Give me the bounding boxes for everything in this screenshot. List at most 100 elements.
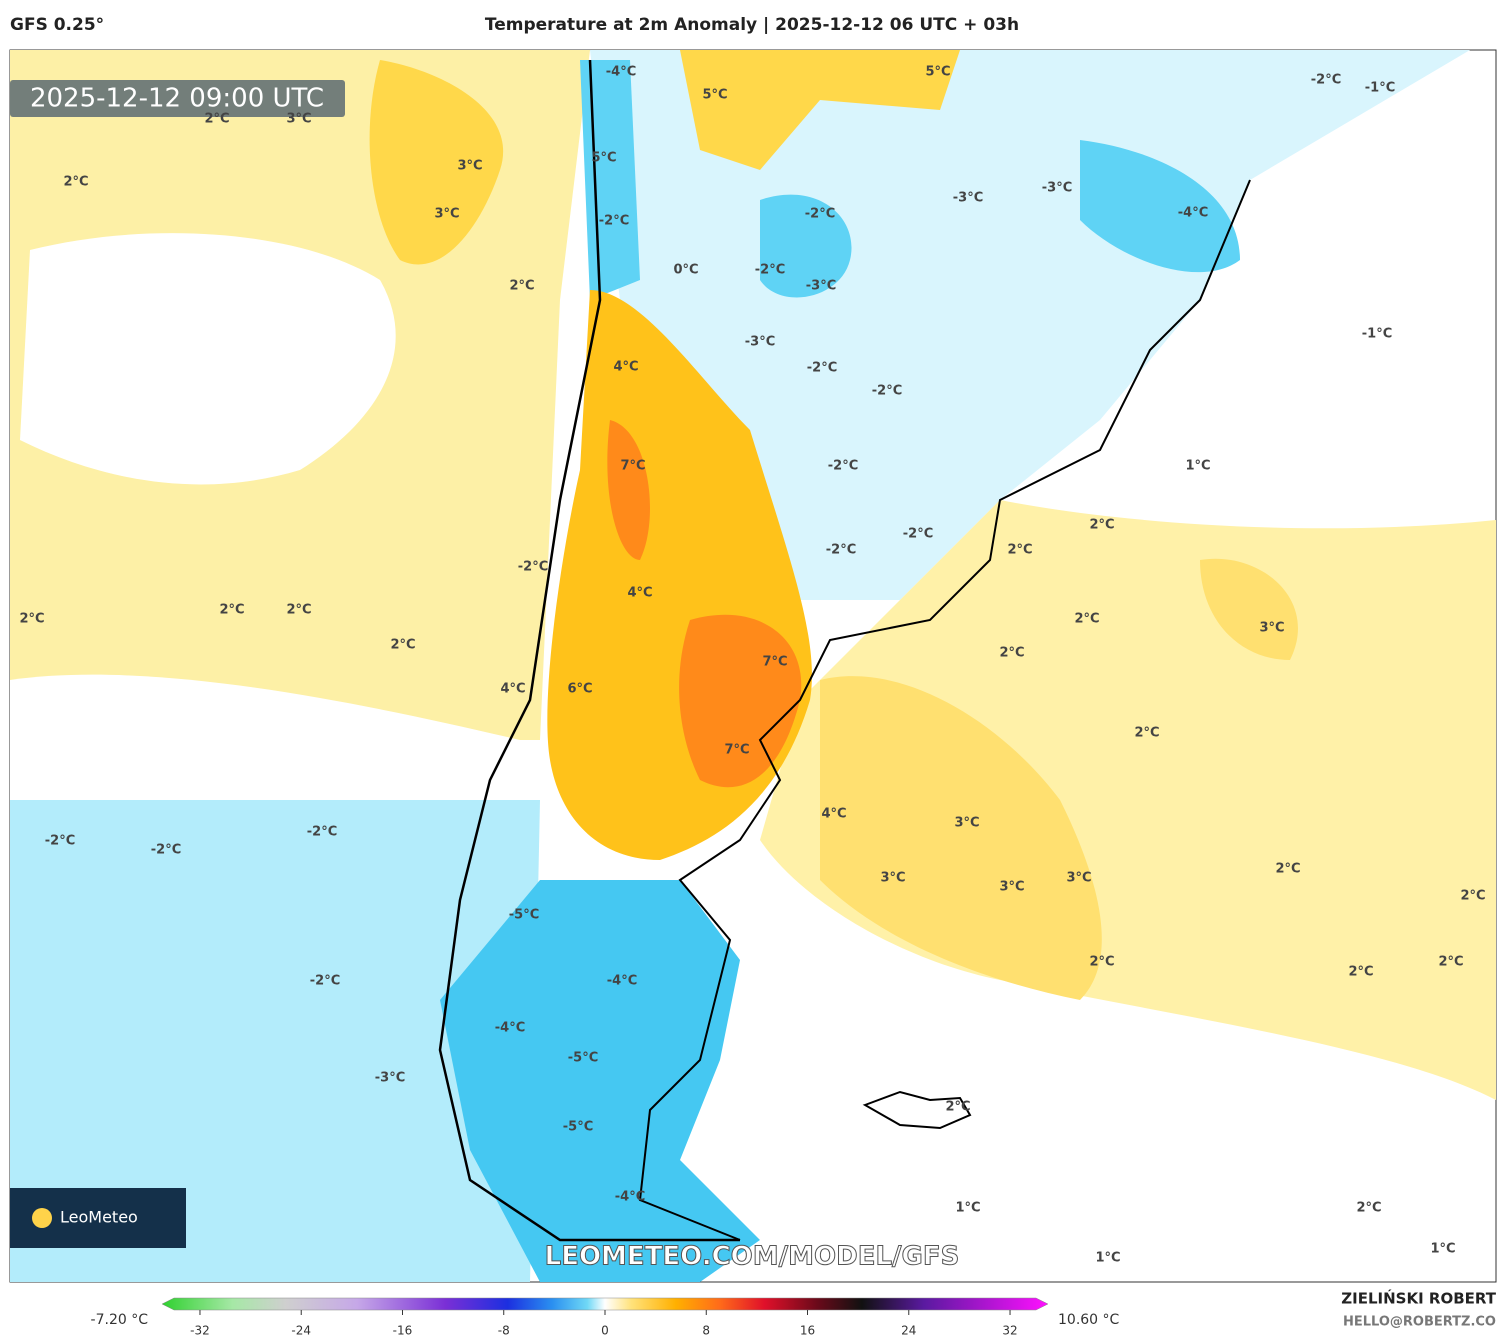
- contour-label: 4°C: [500, 682, 525, 697]
- colorbar-tick-label: -8: [498, 1324, 510, 1338]
- contour-labels: -4°C 5°C -2°C -1°C 5°C 2°C 3°C 5°C 3°C 2°C -3°C -3°…: [19, 65, 1485, 1266]
- map-area: 2025-12-12 09:00 UTC LeoMeteo LEOMETEO.C…: [9, 49, 1497, 1283]
- coastline: [438, 59, 740, 1242]
- contour-label: 2°C: [1074, 612, 1099, 627]
- contour-label: -4°C: [607, 974, 637, 989]
- contour-label: 2°C: [1089, 518, 1114, 533]
- coastline: [638, 179, 1251, 1241]
- contour-label: 2°C: [219, 603, 244, 618]
- contour-label: 2°C: [945, 1100, 970, 1115]
- valid-time: 2025-12-12 09:00 UTC: [30, 84, 324, 114]
- contour-label: 7°C: [724, 743, 749, 758]
- contour-label: 2°C: [63, 175, 88, 190]
- contour-label: -3°C: [806, 279, 836, 294]
- contour-label: -3°C: [1042, 181, 1072, 196]
- contour-label: -1°C: [1362, 327, 1392, 342]
- contour-label: 1°C: [955, 1201, 980, 1216]
- contour-label: 4°C: [613, 360, 638, 375]
- contour-label: 4°C: [627, 586, 652, 601]
- warm-anomaly: [369, 60, 504, 265]
- colorbar-tick-label: 24: [901, 1324, 916, 1338]
- contour-label: -5°C: [563, 1120, 593, 1135]
- warm-anomaly: [820, 558, 1298, 1000]
- model-name: GFS 0.25°: [10, 15, 104, 35]
- contour-label: 2°C: [1460, 889, 1485, 904]
- contour-label: -4°C: [495, 1021, 525, 1036]
- contour-label: 6°C: [567, 682, 592, 697]
- contour-label: -2°C: [872, 384, 902, 399]
- contour-label: -2°C: [903, 527, 933, 542]
- contour-label: 5°C: [702, 88, 727, 103]
- pacific-cold: [10, 800, 540, 1282]
- contour-label: 2°C: [286, 603, 311, 618]
- contour-label: -4°C: [615, 1190, 645, 1205]
- contour-label: -4°C: [606, 65, 636, 80]
- contour-label: 3°C: [1066, 871, 1091, 886]
- contour-label: 1°C: [1430, 1242, 1455, 1257]
- contour-label: 3°C: [457, 159, 482, 174]
- hot-anomaly: [607, 420, 802, 788]
- contour-label: -2°C: [807, 361, 837, 376]
- contour-label: 3°C: [434, 207, 459, 222]
- time-badge: [10, 80, 345, 117]
- colorbar-tick-label: -32: [190, 1324, 210, 1338]
- contour-label: 7°C: [620, 459, 645, 474]
- contour-label: 2°C: [1438, 955, 1463, 970]
- contour-label: 2°C: [19, 612, 44, 627]
- colorbar-tick-label: 8: [702, 1324, 710, 1338]
- contour-label: 4°C: [821, 807, 846, 822]
- contour-label: -4°C: [1178, 206, 1208, 221]
- contour-label: 2°C: [390, 638, 415, 653]
- warm-anomaly: [680, 50, 960, 170]
- contour-label: 3°C: [999, 880, 1024, 895]
- contour-label: 2°C: [509, 279, 534, 294]
- north-cool: [590, 50, 1470, 600]
- contour-label: 1°C: [1095, 1251, 1120, 1266]
- contour-label: -2°C: [518, 560, 548, 575]
- contour-label: -2°C: [828, 459, 858, 474]
- contour-label: 5°C: [925, 65, 950, 80]
- contour-label: -2°C: [307, 825, 337, 840]
- contour-label: -2°C: [826, 543, 856, 558]
- contour-label: -2°C: [755, 263, 785, 278]
- pacific-neutral: [10, 674, 520, 800]
- patagonia-cold: [440, 880, 760, 1282]
- contour-label: 3°C: [1259, 621, 1284, 636]
- contour-label: -2°C: [599, 214, 629, 229]
- contour-label: 0°C: [673, 263, 698, 278]
- contour-label: -2°C: [151, 843, 181, 858]
- logo-sun: [32, 1208, 52, 1228]
- contour-label: -3°C: [375, 1071, 405, 1086]
- watermark: LEOMETEO.COM/MODEL/GFS: [545, 1242, 960, 1272]
- colorbar-tick-label: -24: [291, 1324, 311, 1338]
- contour-label: 2°C: [1134, 726, 1159, 741]
- contour-label: -3°C: [953, 191, 983, 206]
- contour-label: -1°C: [1365, 81, 1395, 96]
- contour-label: 1°C: [1185, 459, 1210, 474]
- contour-label: 2°C: [1275, 862, 1300, 877]
- colorbar-tick-label: 0: [601, 1324, 609, 1338]
- colorbar-tick-label: -16: [393, 1324, 413, 1338]
- pacific-neutral: [20, 233, 396, 485]
- falkland-islands: [862, 1090, 972, 1130]
- contour-label: -5°C: [568, 1051, 598, 1066]
- contour-label: 3°C: [954, 816, 979, 831]
- contour-label: -2°C: [805, 207, 835, 222]
- contour-label: -5°C: [509, 908, 539, 923]
- colorbar-max: 10.60 °C: [1058, 1312, 1120, 1328]
- contour-label: -2°C: [1311, 73, 1341, 88]
- contour-label: 3°C: [286, 112, 311, 127]
- colorbar-min: -7.20 °C: [91, 1312, 149, 1328]
- contour-label: 7°C: [762, 655, 787, 670]
- contour-label: 2°C: [1007, 543, 1032, 558]
- contour-label: 2°C: [1348, 965, 1373, 980]
- logo-text: LeoMeteo: [60, 1208, 138, 1227]
- contour-label: 2°C: [204, 112, 229, 127]
- contour-label: -2°C: [310, 974, 340, 989]
- colorbar-bar: [161, 1297, 1049, 1311]
- colorbar: -7.20 °C 10.60 °C -32 -24 -16 -8 0 8 16 24 32: [91, 1297, 1120, 1338]
- colorbar-tick-label: 32: [1002, 1324, 1017, 1338]
- credit-contact: HELLO@ROBERTZ.CO: [1343, 1315, 1496, 1330]
- contour-label: 3°C: [880, 871, 905, 886]
